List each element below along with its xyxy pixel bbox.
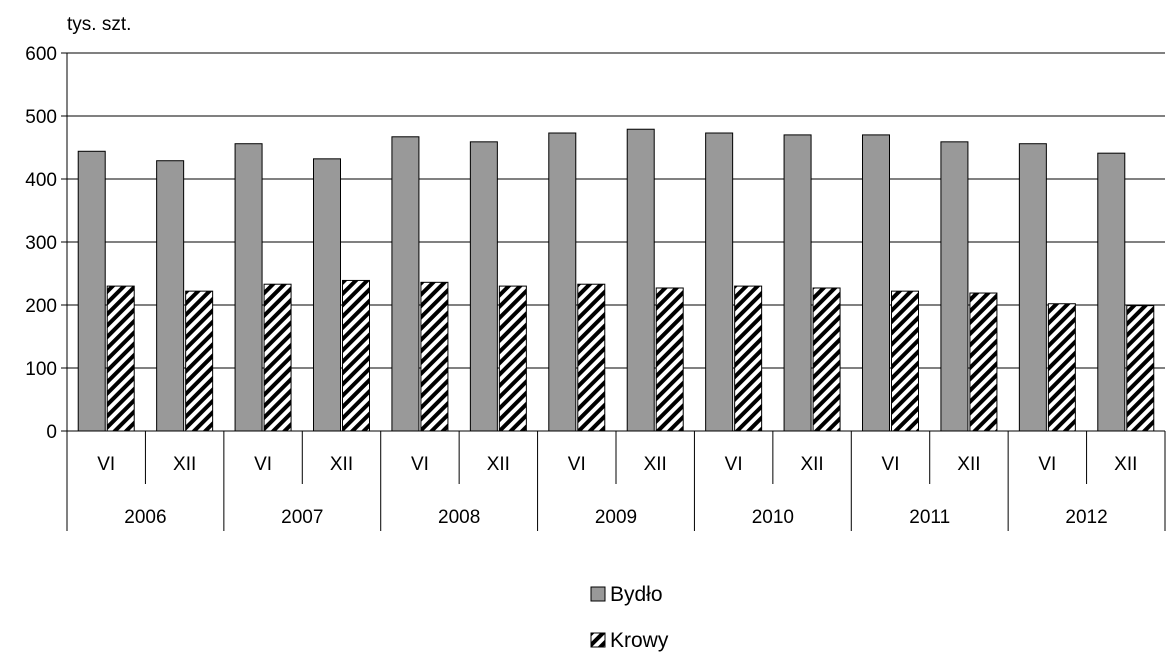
bar-bydlo bbox=[705, 132, 734, 432]
bar-bydlo bbox=[313, 158, 341, 432]
x-tick-label-month: VI bbox=[882, 454, 900, 475]
bar-krowy bbox=[185, 290, 214, 432]
bar-krowy bbox=[969, 292, 998, 432]
y-tick-label: 500 bbox=[25, 107, 57, 128]
bar-bydlo bbox=[783, 134, 812, 432]
bar-krowy bbox=[1047, 303, 1076, 432]
legend-label-krowy: Krowy bbox=[610, 629, 669, 652]
y-tick-label: 200 bbox=[25, 296, 57, 317]
bars bbox=[77, 128, 1155, 432]
bar-bydlo bbox=[1018, 143, 1047, 432]
x-tick-label-month: VI bbox=[725, 454, 743, 475]
x-tick-labels: VI XII VI XII VI XII VI XII VI XII VI XII VI XII 2006 2… bbox=[97, 454, 1137, 528]
x-tick-label-year: 2012 bbox=[1065, 507, 1107, 528]
bar-bydlo bbox=[77, 150, 106, 432]
bar-krowy bbox=[655, 287, 684, 432]
gridlines bbox=[67, 52, 1165, 432]
x-tick-label-year: 2008 bbox=[438, 507, 480, 528]
bar-krowy bbox=[1126, 305, 1155, 432]
y-tick-label: 300 bbox=[25, 233, 57, 254]
axes bbox=[61, 52, 1166, 531]
x-tick-label-month: XII bbox=[487, 454, 510, 475]
bar-bydlo bbox=[1097, 152, 1126, 432]
x-tick-label-month: XII bbox=[800, 454, 823, 475]
legend-label-bydlo: Bydło bbox=[610, 583, 663, 606]
x-tick-label-month: VI bbox=[97, 454, 115, 475]
bar-krowy bbox=[342, 279, 370, 432]
legend-swatch-krowy bbox=[590, 632, 606, 648]
x-tick-label-year: 2007 bbox=[281, 507, 323, 528]
bar-bydlo bbox=[234, 143, 263, 432]
bar-krowy bbox=[577, 283, 606, 432]
x-tick-label-month: VI bbox=[1038, 454, 1056, 475]
x-tick-label-year: 2010 bbox=[752, 507, 794, 528]
bar-bydlo bbox=[469, 141, 498, 432]
bar-krowy bbox=[734, 285, 763, 432]
legend-swatch-bydlo bbox=[590, 586, 606, 602]
y-tick-label: 400 bbox=[25, 170, 57, 191]
x-tick-label-month: XII bbox=[644, 454, 667, 475]
x-tick-label-month: VI bbox=[568, 454, 586, 475]
bar-krowy bbox=[106, 285, 135, 432]
y-tick-label: 100 bbox=[25, 359, 57, 380]
x-tick-label-year: 2011 bbox=[909, 507, 950, 528]
bar-bydlo bbox=[548, 132, 577, 432]
bar-bydlo bbox=[862, 134, 890, 432]
x-tick-label-year: 2009 bbox=[595, 507, 637, 528]
bar-krowy bbox=[420, 281, 449, 432]
x-tick-label-month: XII bbox=[173, 454, 196, 475]
bar-krowy bbox=[498, 285, 527, 432]
y-tick-label: 600 bbox=[25, 44, 57, 65]
bar-bydlo bbox=[626, 128, 655, 432]
bar-krowy bbox=[812, 287, 841, 432]
x-tick-label-month: XII bbox=[330, 454, 353, 475]
x-tick-label-month: VI bbox=[254, 454, 272, 475]
bar-krowy bbox=[263, 283, 292, 432]
x-tick-label-month: XII bbox=[1114, 454, 1137, 475]
legend: Bydło Krowy bbox=[590, 583, 669, 652]
x-tick-label-month: XII bbox=[957, 454, 980, 475]
y-tick-labels: 0 100 200 300 400 500 600 bbox=[25, 44, 57, 443]
y-tick-label: 0 bbox=[46, 422, 57, 443]
x-tick-label-year: 2006 bbox=[124, 507, 166, 528]
bar-bydlo bbox=[156, 160, 185, 432]
bar-bydlo bbox=[940, 141, 969, 432]
y-axis-label: tys. szt. bbox=[67, 14, 131, 35]
bar-bydlo bbox=[391, 136, 420, 432]
x-tick-label-month: VI bbox=[411, 454, 429, 475]
bar-krowy bbox=[891, 290, 919, 432]
